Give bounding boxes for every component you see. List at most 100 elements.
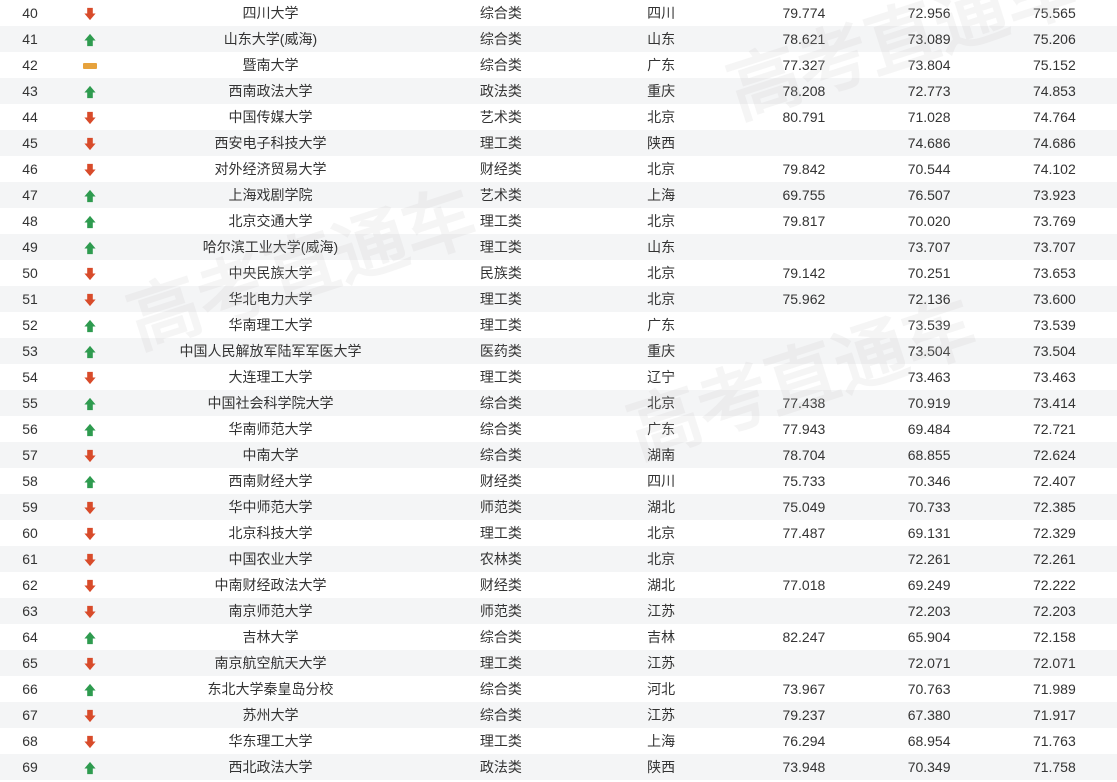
type-cell: 理工类 bbox=[421, 364, 581, 390]
score2-cell: 65.904 bbox=[867, 624, 992, 650]
score2-cell: 72.071 bbox=[867, 650, 992, 676]
table-row: 55中国社会科学院大学综合类北京77.43870.91973.414 bbox=[0, 390, 1117, 416]
type-cell: 理工类 bbox=[421, 234, 581, 260]
score1-cell bbox=[741, 234, 866, 260]
type-cell: 政法类 bbox=[421, 78, 581, 104]
type-cell: 综合类 bbox=[421, 416, 581, 442]
score1-cell: 77.438 bbox=[741, 390, 866, 416]
score3-cell: 71.989 bbox=[992, 676, 1117, 702]
score1-cell: 78.621 bbox=[741, 26, 866, 52]
score2-cell: 70.544 bbox=[867, 156, 992, 182]
trend-cell bbox=[60, 650, 120, 676]
trend-cell bbox=[60, 312, 120, 338]
type-cell: 医药类 bbox=[421, 338, 581, 364]
trend-cell bbox=[60, 442, 120, 468]
rank-cell: 44 bbox=[0, 104, 60, 130]
score1-cell: 75.962 bbox=[741, 286, 866, 312]
score3-cell: 73.504 bbox=[992, 338, 1117, 364]
trend-cell bbox=[60, 416, 120, 442]
province-cell: 北京 bbox=[581, 546, 741, 572]
rank-cell: 42 bbox=[0, 52, 60, 78]
score1-cell: 75.049 bbox=[741, 494, 866, 520]
score3-cell: 75.152 bbox=[992, 52, 1117, 78]
table-row: 60北京科技大学理工类北京77.48769.13172.329 bbox=[0, 520, 1117, 546]
score1-cell bbox=[741, 338, 866, 364]
province-cell: 广东 bbox=[581, 52, 741, 78]
trend-cell bbox=[60, 130, 120, 156]
table-row: 66东北大学秦皇岛分校综合类河北73.96770.76371.989 bbox=[0, 676, 1117, 702]
name-cell: 中国社会科学院大学 bbox=[120, 390, 421, 416]
rank-cell: 52 bbox=[0, 312, 60, 338]
type-cell: 师范类 bbox=[421, 598, 581, 624]
trend-cell bbox=[60, 754, 120, 780]
province-cell: 四川 bbox=[581, 468, 741, 494]
province-cell: 北京 bbox=[581, 156, 741, 182]
score2-cell: 73.707 bbox=[867, 234, 992, 260]
trend-cell bbox=[60, 702, 120, 728]
score2-cell: 70.346 bbox=[867, 468, 992, 494]
trend-cell bbox=[60, 572, 120, 598]
trend-cell bbox=[60, 234, 120, 260]
score3-cell: 72.158 bbox=[992, 624, 1117, 650]
province-cell: 湖北 bbox=[581, 572, 741, 598]
name-cell: 吉林大学 bbox=[120, 624, 421, 650]
score2-cell: 71.028 bbox=[867, 104, 992, 130]
trend-up-icon bbox=[83, 215, 97, 229]
province-cell: 河北 bbox=[581, 676, 741, 702]
name-cell: 华中师范大学 bbox=[120, 494, 421, 520]
score1-cell: 73.948 bbox=[741, 754, 866, 780]
trend-up-icon bbox=[83, 761, 97, 775]
trend-down-icon bbox=[83, 137, 97, 151]
type-cell: 综合类 bbox=[421, 702, 581, 728]
name-cell: 苏州大学 bbox=[120, 702, 421, 728]
score3-cell: 71.763 bbox=[992, 728, 1117, 754]
table-row: 58西南财经大学财经类四川75.73370.34672.407 bbox=[0, 468, 1117, 494]
rank-cell: 55 bbox=[0, 390, 60, 416]
type-cell: 理工类 bbox=[421, 728, 581, 754]
province-cell: 广东 bbox=[581, 312, 741, 338]
name-cell: 中央民族大学 bbox=[120, 260, 421, 286]
score1-cell: 82.247 bbox=[741, 624, 866, 650]
trend-cell bbox=[60, 676, 120, 702]
type-cell: 综合类 bbox=[421, 624, 581, 650]
score1-cell: 78.704 bbox=[741, 442, 866, 468]
trend-cell bbox=[60, 26, 120, 52]
score2-cell: 70.733 bbox=[867, 494, 992, 520]
type-cell: 理工类 bbox=[421, 520, 581, 546]
trend-cell bbox=[60, 52, 120, 78]
province-cell: 北京 bbox=[581, 208, 741, 234]
score2-cell: 70.919 bbox=[867, 390, 992, 416]
score1-cell: 69.755 bbox=[741, 182, 866, 208]
trend-cell bbox=[60, 156, 120, 182]
rank-cell: 60 bbox=[0, 520, 60, 546]
score2-cell: 69.131 bbox=[867, 520, 992, 546]
score3-cell: 73.707 bbox=[992, 234, 1117, 260]
rank-cell: 45 bbox=[0, 130, 60, 156]
score2-cell: 73.539 bbox=[867, 312, 992, 338]
name-cell: 山东大学(威海) bbox=[120, 26, 421, 52]
rank-cell: 64 bbox=[0, 624, 60, 650]
province-cell: 湖北 bbox=[581, 494, 741, 520]
score3-cell: 73.539 bbox=[992, 312, 1117, 338]
province-cell: 江苏 bbox=[581, 702, 741, 728]
score2-cell: 70.349 bbox=[867, 754, 992, 780]
score2-cell: 74.686 bbox=[867, 130, 992, 156]
rank-cell: 59 bbox=[0, 494, 60, 520]
rank-cell: 51 bbox=[0, 286, 60, 312]
table-row: 64吉林大学综合类吉林82.24765.90472.158 bbox=[0, 624, 1117, 650]
rank-cell: 56 bbox=[0, 416, 60, 442]
rank-cell: 61 bbox=[0, 546, 60, 572]
name-cell: 哈尔滨工业大学(威海) bbox=[120, 234, 421, 260]
type-cell: 综合类 bbox=[421, 390, 581, 416]
score1-cell: 77.487 bbox=[741, 520, 866, 546]
score2-cell: 73.463 bbox=[867, 364, 992, 390]
score2-cell: 72.203 bbox=[867, 598, 992, 624]
name-cell: 上海戏剧学院 bbox=[120, 182, 421, 208]
score1-cell: 75.733 bbox=[741, 468, 866, 494]
score1-cell: 77.943 bbox=[741, 416, 866, 442]
province-cell: 四川 bbox=[581, 0, 741, 26]
score3-cell: 73.653 bbox=[992, 260, 1117, 286]
name-cell: 华北电力大学 bbox=[120, 286, 421, 312]
type-cell: 综合类 bbox=[421, 676, 581, 702]
trend-cell bbox=[60, 728, 120, 754]
